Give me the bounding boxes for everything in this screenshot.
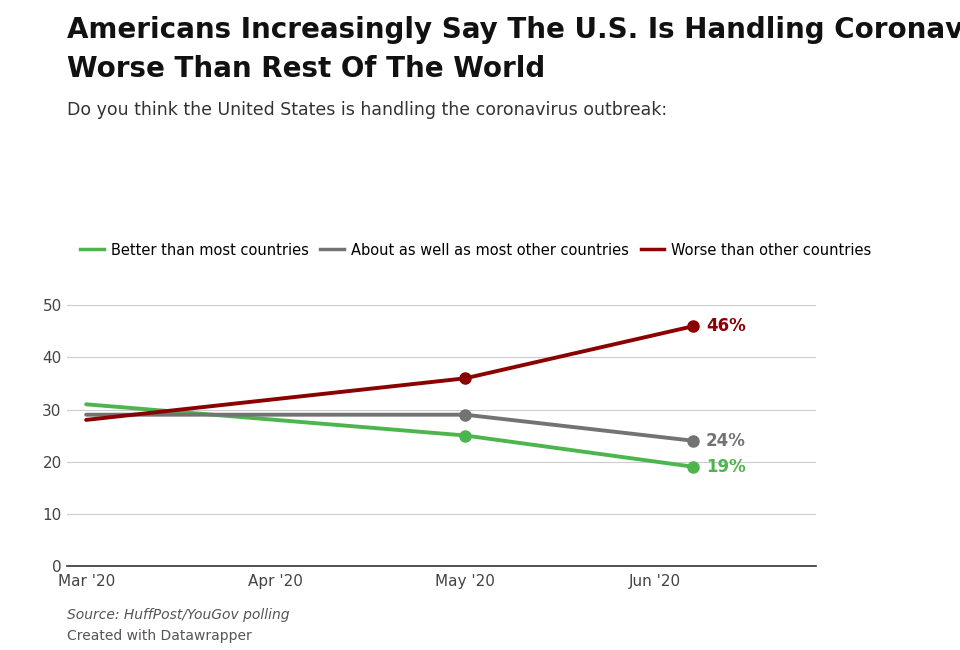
Text: 46%: 46% xyxy=(706,317,746,335)
Text: Worse Than Rest Of The World: Worse Than Rest Of The World xyxy=(67,55,545,83)
Text: Americans Increasingly Say The U.S. Is Handling Coronavirus: Americans Increasingly Say The U.S. Is H… xyxy=(67,16,960,44)
Text: Source: HuffPost/YouGov polling: Source: HuffPost/YouGov polling xyxy=(67,608,290,622)
Text: 24%: 24% xyxy=(706,432,746,450)
Text: Created with Datawrapper: Created with Datawrapper xyxy=(67,629,252,644)
Text: 19%: 19% xyxy=(706,458,746,476)
Legend: Better than most countries, About as well as most other countries, Worse than ot: Better than most countries, About as wel… xyxy=(75,237,877,263)
Text: Do you think the United States is handling the coronavirus outbreak:: Do you think the United States is handli… xyxy=(67,101,667,119)
